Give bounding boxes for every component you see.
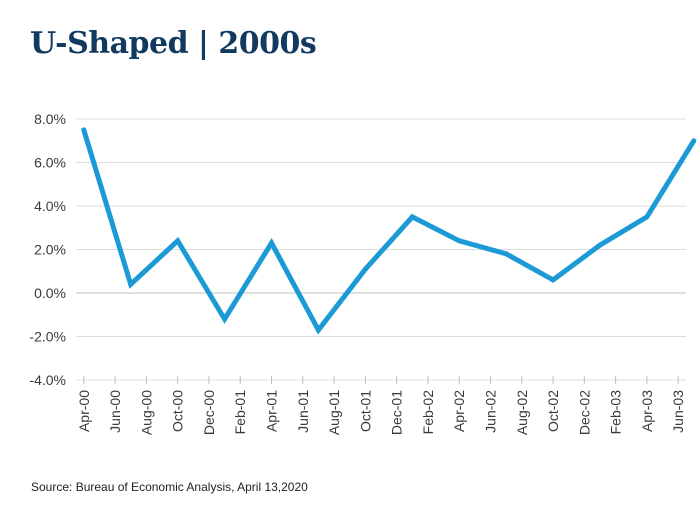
y-tick-label: -2.0% <box>29 329 66 345</box>
x-tick-label: Dec-01 <box>389 390 405 435</box>
data-point <box>222 316 228 322</box>
x-tick-label: Jun-02 <box>482 390 498 433</box>
x-tick-label: Jun-00 <box>107 390 123 433</box>
data-point <box>550 277 556 283</box>
x-tick-label: Oct-00 <box>170 390 186 432</box>
data-point <box>503 251 509 257</box>
data-point <box>597 242 603 248</box>
y-tick-label: 4.0% <box>34 198 66 214</box>
data-point <box>409 214 415 220</box>
x-tick-label: Dec-00 <box>201 390 217 435</box>
x-tick-label: Dec-02 <box>576 390 592 435</box>
data-point <box>644 214 650 220</box>
chart-title: U-Shaped | 2000s <box>30 26 317 61</box>
y-tick-label: 0.0% <box>34 285 66 301</box>
y-tick-label: 8.0% <box>34 111 66 127</box>
data-point <box>269 240 275 246</box>
data-point <box>456 238 462 244</box>
data-point <box>362 266 368 272</box>
x-tick-label: Feb-02 <box>420 390 436 435</box>
x-tick-label: Apr-01 <box>264 390 280 432</box>
x-tick-label: Apr-03 <box>639 390 655 432</box>
y-tick-label: 6.0% <box>34 155 66 171</box>
y-tick-label: -4.0% <box>29 372 66 388</box>
data-point <box>81 127 87 133</box>
y-axis-tick-labels: 8.0% 6.0% 4.0% 2.0% 0.0% -2.0% -4.0% <box>29 111 66 388</box>
x-tick-label: Aug-02 <box>514 390 530 435</box>
data-point <box>691 138 697 144</box>
source-note: Source: Bureau of Economic Analysis, Apr… <box>31 480 308 494</box>
x-tick-label: Apr-02 <box>451 390 467 432</box>
x-tick-label: Aug-00 <box>138 390 154 435</box>
x-tick-label: Apr-00 <box>76 390 92 432</box>
y-tick-label: 2.0% <box>34 242 66 258</box>
x-tick-label: Feb-03 <box>608 390 624 435</box>
data-point <box>128 281 134 287</box>
data-point <box>175 238 181 244</box>
x-tick-label: Jun-03 <box>670 390 686 433</box>
x-axis-tick-labels: Apr-00 Jun-00 Aug-00 Oct-00 Dec-00 Feb-01 Apr-… <box>76 390 686 435</box>
series-line <box>81 129 696 335</box>
x-tick-label: Aug-01 <box>326 390 342 435</box>
series-layer <box>81 127 697 335</box>
x-tick-label: Feb-01 <box>232 390 248 435</box>
x-tick-label: Oct-01 <box>357 390 373 432</box>
x-tick-label: Oct-02 <box>545 390 561 432</box>
x-tick-label: Jun-01 <box>295 390 311 433</box>
grid-layer <box>76 118 686 384</box>
data-point <box>315 327 321 333</box>
